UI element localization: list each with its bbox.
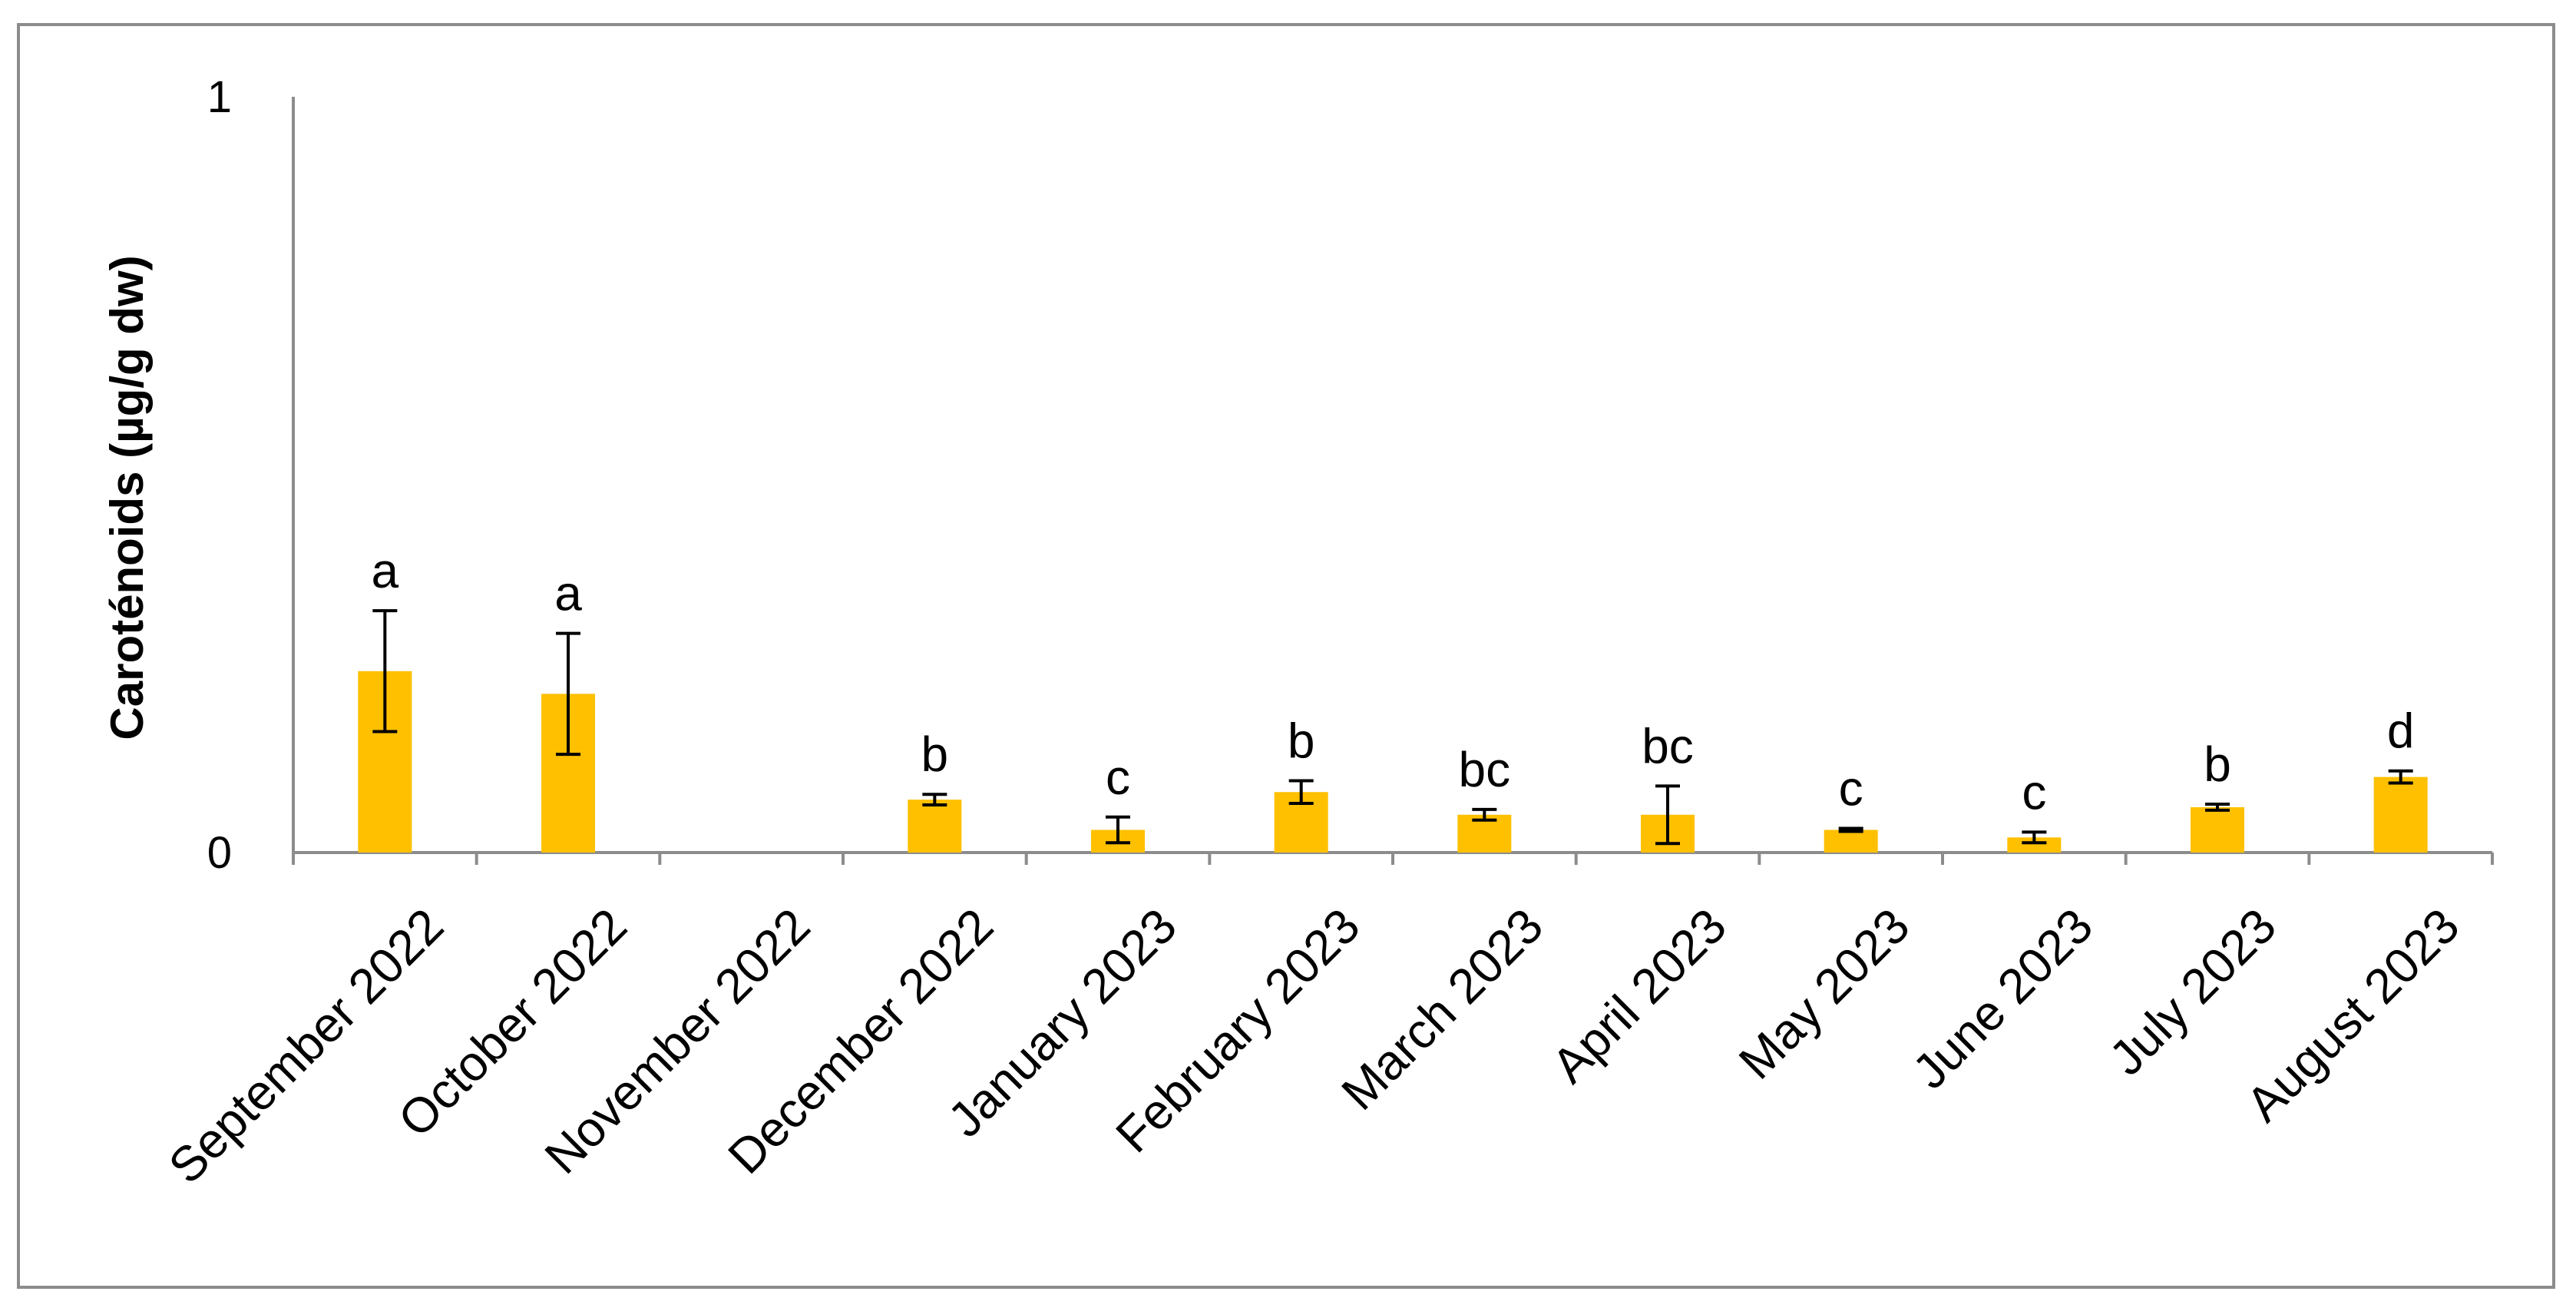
bar	[2373, 777, 2428, 853]
significance-label: d	[2387, 704, 2415, 759]
significance-label: c	[2022, 764, 2046, 820]
significance-label: bc	[1642, 718, 1694, 773]
bar	[1824, 830, 1878, 853]
significance-label: b	[2204, 737, 2231, 792]
significance-label: c	[1839, 761, 1863, 816]
significance-label: b	[1288, 714, 1315, 769]
bar	[2007, 837, 2062, 853]
x-category-label: September 2022	[158, 898, 455, 1194]
significance-label: a	[372, 543, 399, 598]
chart-frame: 0 1 Caroténoids (µg/g dw) a September 2022 a O…	[17, 23, 2555, 1289]
significance-label: a	[554, 566, 582, 621]
significance-label: c	[1106, 750, 1130, 805]
x-category-label: April 2023	[1541, 898, 1737, 1094]
bar	[2191, 806, 2244, 853]
bar	[908, 800, 962, 853]
significance-label: b	[921, 727, 949, 782]
y-tick-label: 0	[207, 828, 232, 878]
x-category-label: July 2023	[2098, 898, 2287, 1086]
y-axis-title: Caroténoids (µg/g dw)	[101, 255, 153, 740]
significance-label: bc	[1459, 742, 1511, 797]
y-tick-label: 1	[207, 72, 232, 122]
x-category-label: May 2023	[1728, 898, 1920, 1090]
x-category-label: June 2023	[1902, 898, 2103, 1099]
